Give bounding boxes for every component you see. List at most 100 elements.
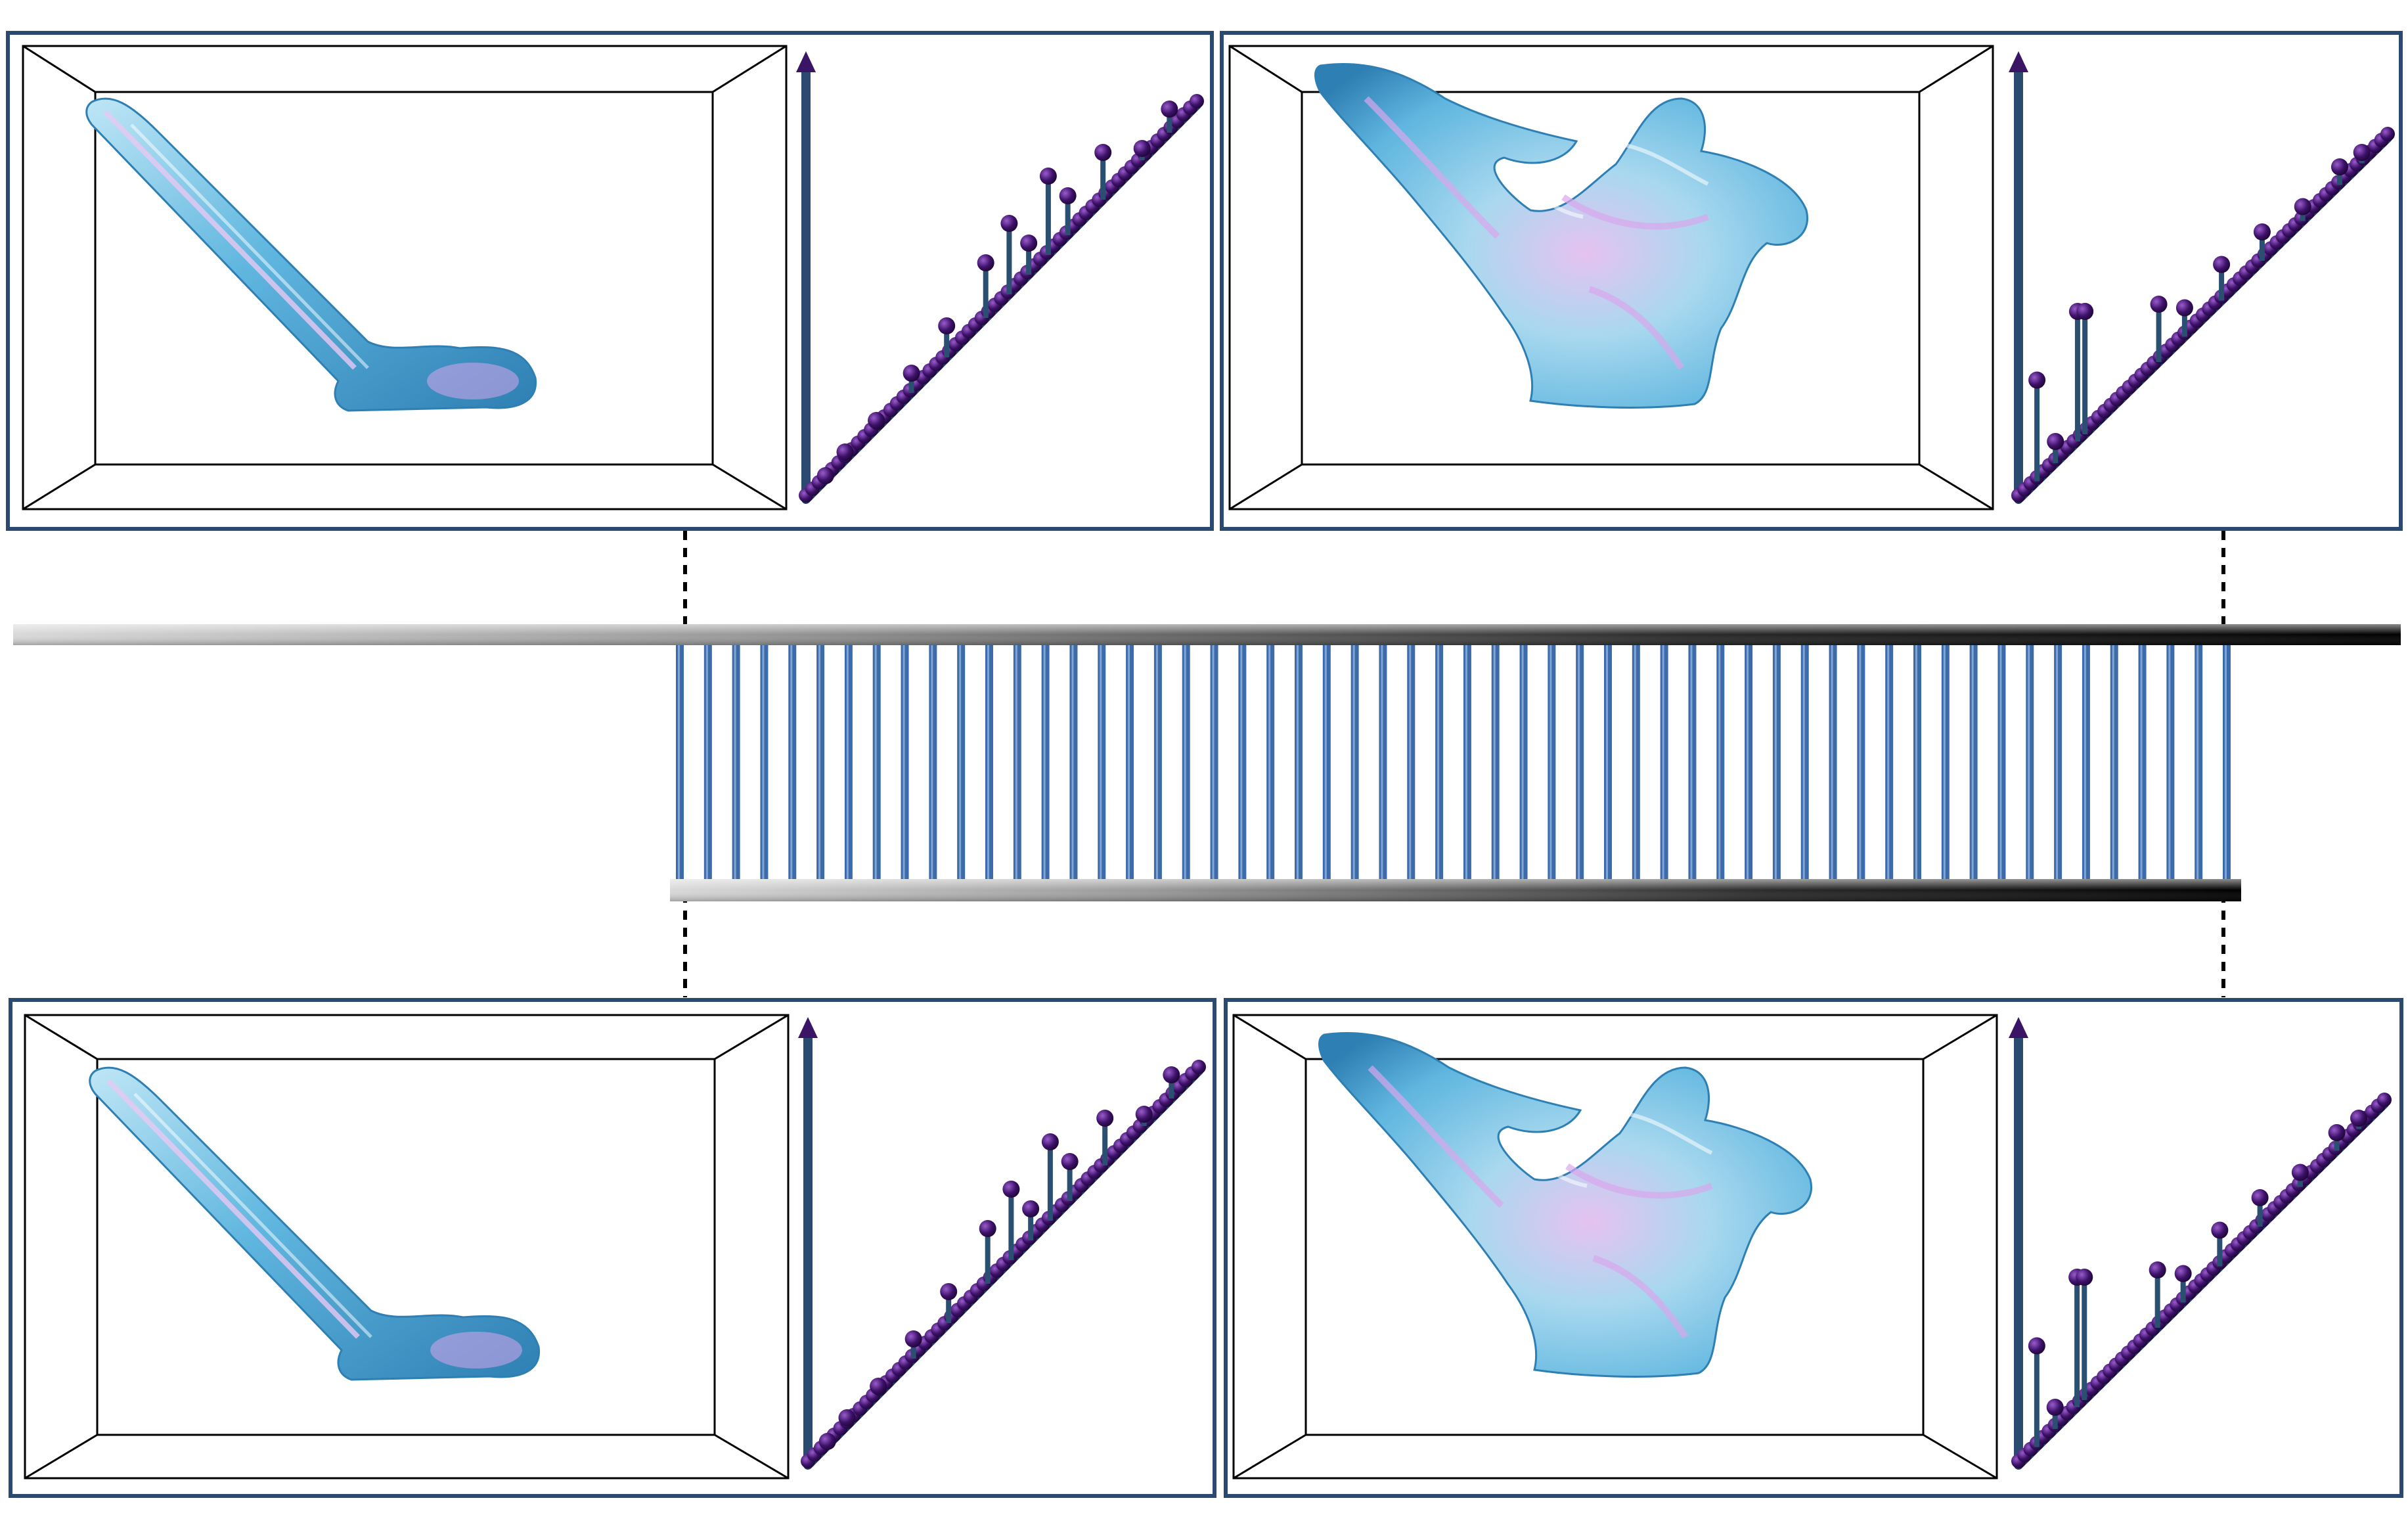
ladder-rung-highlight: [705, 644, 708, 880]
ladder-rung-highlight: [1943, 644, 1946, 880]
persistence-point: [1061, 1153, 1079, 1170]
diagram-axes-top-right: [2009, 51, 2392, 504]
persistence-point: [2046, 1399, 2064, 1416]
ladder-rung-highlight: [1887, 644, 1890, 880]
persistence-points-bottom-left: [801, 1060, 1206, 1468]
diagonal-point: [2377, 1093, 2392, 1107]
ladder-rung-highlight: [1774, 644, 1777, 880]
persistence-point: [868, 412, 885, 429]
ladder-rung-highlight: [1690, 644, 1693, 880]
persistence-point: [2076, 303, 2094, 320]
persistence-point: [1020, 235, 1038, 252]
ladder-rung-highlight: [1043, 644, 1046, 880]
ladder-rung-highlight: [874, 644, 877, 880]
diagonal-point: [2380, 127, 2395, 141]
ladder-rung-highlight: [1662, 644, 1664, 880]
diagram-axes-top-left: [796, 51, 1201, 504]
persistence-point: [2328, 1124, 2346, 1141]
ladder-rung-highlight: [1831, 644, 1833, 880]
ladder-rung-highlight: [931, 644, 933, 880]
ladder-rung-highlight: [1240, 644, 1243, 880]
ladder-rung-highlight: [2056, 644, 2059, 880]
persistence-point: [940, 1283, 958, 1300]
persistence-point: [903, 365, 920, 382]
fluid-splash-bottom-right: [1318, 1032, 1813, 1378]
persistence-point: [1163, 1066, 1180, 1083]
persistence-point: [816, 467, 834, 484]
panel-frame-bottom-right: [1224, 998, 2403, 1498]
persistence-point: [2294, 198, 2311, 215]
persistence-point: [2175, 299, 2193, 317]
ladder-rung-highlight: [1493, 644, 1496, 880]
ladder-rung-highlight: [959, 644, 962, 880]
persistence-point: [2076, 1269, 2093, 1286]
ladder-rung-highlight: [1550, 644, 1552, 880]
ladder-rung-highlight: [1718, 644, 1721, 880]
ladder-rung-highlight: [790, 644, 793, 880]
ladder-rung-highlight: [1128, 644, 1130, 880]
box-outline-top-left: [22, 45, 788, 510]
persistence-point: [2330, 158, 2348, 175]
persistence-point: [1094, 144, 1112, 161]
persistence-point: [1039, 168, 1057, 185]
ladder-rung-highlight: [1268, 644, 1271, 880]
ladder-rung-highlight: [1578, 644, 1580, 880]
persistence-point: [2150, 296, 2168, 313]
ladder-rung-highlight: [1409, 644, 1412, 880]
ladder-rung-highlight: [1465, 644, 1467, 880]
panel-frame-top-left: [6, 31, 1214, 531]
ladder-rung-highlight: [1859, 644, 1862, 880]
persistence-point: [2211, 1221, 2229, 1239]
persistence-point: [2174, 1265, 2192, 1282]
diagram-axes-bottom-right: [2009, 1017, 2389, 1470]
box-outline-top-right: [1228, 45, 1994, 510]
ladder-rung-highlight: [2168, 644, 2171, 880]
ladder-rung-highlight: [1606, 644, 1608, 880]
fluid-jet-top-left: [85, 97, 537, 412]
persistence-point: [938, 317, 956, 334]
rail-top: [13, 624, 2401, 645]
ladder-rung-highlight: [1071, 644, 1074, 880]
ladder-rung-highlight: [2084, 644, 2086, 880]
ladder-rung-highlight: [903, 644, 905, 880]
ladder-rung-highlight: [2225, 644, 2227, 880]
ladder-rung-highlight: [1634, 644, 1636, 880]
persistence-point: [1133, 140, 1151, 157]
persistence-point: [1059, 187, 1077, 204]
persistence-point: [1022, 1200, 1040, 1217]
ladder-rungs: [676, 644, 2231, 880]
ladder-rung-highlight: [2196, 644, 2199, 880]
box-outline-bottom-right: [1232, 1014, 1998, 1480]
ladder-rung-highlight: [846, 644, 849, 880]
ladder-rung-highlight: [1521, 644, 1524, 880]
ladder-rung-highlight: [818, 644, 821, 880]
ladder-rung-highlight: [2112, 644, 2114, 880]
persistence-points-bottom-right: [2011, 1093, 2392, 1468]
fluid-splash-top-right: [1314, 63, 1809, 409]
persistence-point: [2251, 1189, 2269, 1206]
ladder-rung-highlight: [1155, 644, 1158, 880]
persistence-point: [836, 443, 854, 461]
ladder-rung-highlight: [1999, 644, 2002, 880]
persistence-point: [977, 254, 994, 271]
persistence-point: [818, 1433, 836, 1450]
ladder-rung-highlight: [1352, 644, 1355, 880]
persistence-point: [838, 1409, 856, 1426]
panel-frame-bottom-left: [9, 998, 1216, 1498]
persistence-points-top-right: [2011, 127, 2395, 503]
fluid-jet-bottom-left: [89, 1066, 541, 1381]
ladder-rung-highlight: [762, 644, 765, 880]
diagonal-point: [1192, 1060, 1206, 1074]
ladder-rung-highlight: [1747, 644, 1749, 880]
ladder-rung-highlight: [2140, 644, 2143, 880]
ladder-rung-highlight: [1437, 644, 1440, 880]
persistence-point: [1002, 1181, 1020, 1198]
persistence-point: [2253, 223, 2271, 240]
persistence-point: [2213, 256, 2231, 273]
ladder-rung-highlight: [1100, 644, 1102, 880]
ladder-rung-highlight: [1915, 644, 1917, 880]
persistence-point: [2028, 371, 2046, 389]
persistence-point: [870, 1378, 887, 1395]
persistence-point: [2028, 1337, 2045, 1355]
